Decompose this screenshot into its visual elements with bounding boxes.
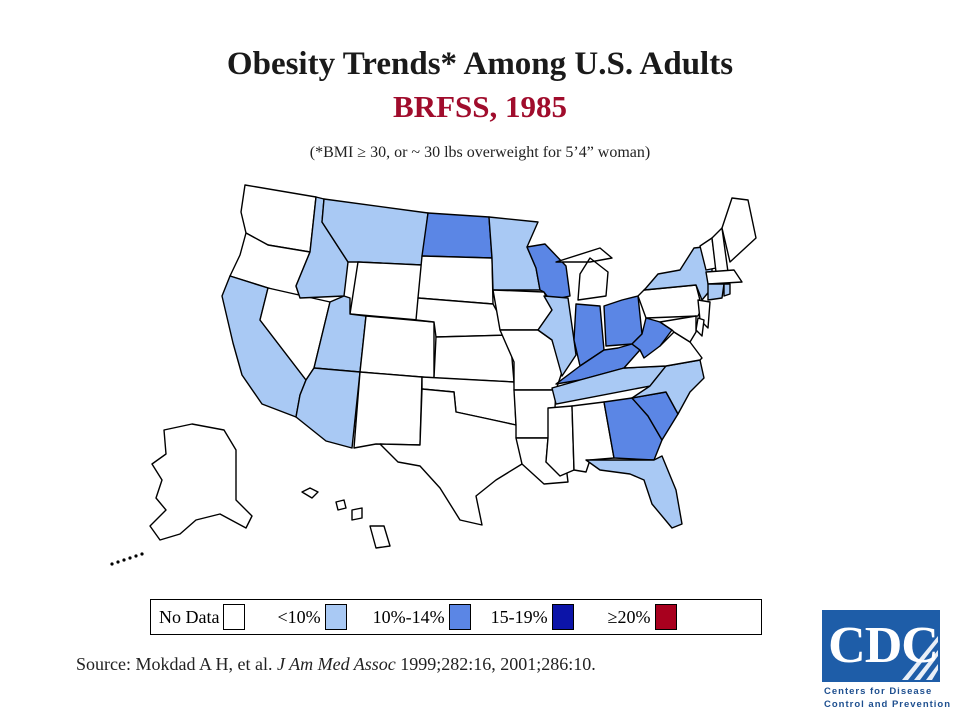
legend-label: 15-19% [490, 606, 548, 627]
bmi-footnote: (*BMI ≥ 30, or ~ 30 lbs overweight for 5… [309, 144, 651, 161]
aleutian-island [110, 562, 114, 566]
state-me [721, 197, 757, 263]
state-ma [705, 269, 743, 285]
state-ms [545, 405, 575, 477]
state-md [659, 315, 697, 343]
state-fl [585, 455, 683, 529]
state-co [359, 315, 435, 379]
legend-swatch [223, 604, 246, 630]
legend-item-lt10: <10% [277, 604, 347, 630]
page-subtitle: BRFSS, 1985 [393, 89, 567, 124]
source-prefix: Source: Mokdad A H, et al. [76, 654, 273, 674]
state-de [695, 317, 705, 337]
legend-label: <10% [277, 606, 321, 627]
aleutian-island [140, 552, 144, 556]
legend: No Data <10% 10%-14% 15-19% ≥20% [150, 599, 762, 635]
state-hi [301, 487, 391, 549]
cdc-logo-box: CDC [822, 610, 940, 682]
state-ks [433, 334, 515, 383]
cdc-logo-letters: CDC [828, 617, 939, 674]
state-mi [555, 247, 613, 301]
legend-item-10-14: 10%-14% [373, 604, 471, 630]
state-nd [421, 212, 493, 259]
legend-label: 10%-14% [372, 606, 445, 627]
state-nm [353, 371, 423, 449]
aleutian-island [134, 554, 138, 558]
state-az [295, 367, 361, 449]
legend-label: No Data [159, 606, 220, 627]
cdc-logo-line1: Centers for Disease [824, 686, 933, 697]
legend-label: ≥20% [607, 606, 651, 627]
state-ct [707, 283, 725, 301]
cdc-logo: CDC Centers for Disease Control and Prev… [822, 610, 952, 710]
states-layer [110, 184, 757, 566]
cdc-logo-line2: Control and Prevention [824, 699, 952, 710]
state-sd [417, 255, 494, 305]
aleutian-island [122, 558, 126, 562]
legend-item-no-data: No Data [159, 604, 246, 630]
state-ri [723, 283, 731, 297]
state-oh [603, 295, 643, 347]
source-suffix: 1999;282:16, 2001;286:10. [400, 654, 596, 674]
state-tx [379, 388, 523, 526]
state-va [623, 331, 703, 369]
source-journal: J Am Med Assoc [276, 654, 396, 674]
legend-item-ge20: ≥20% [608, 604, 677, 630]
legend-item-15-19: 15-19% [491, 604, 574, 630]
state-ak [149, 423, 253, 541]
state-wy [349, 261, 423, 321]
aleutian-island [116, 560, 120, 564]
legend-swatch [324, 604, 347, 630]
cdc-stripes-icon [902, 636, 938, 680]
legend-swatch [654, 604, 677, 630]
aleutian-island [128, 556, 132, 560]
page-title: Obesity Trends* Among U.S. Adults [226, 46, 734, 82]
legend-swatch [448, 604, 471, 630]
source-citation: Source: Mokdad A H, et al. J Am Med Asso… [76, 652, 596, 676]
legend-swatch [551, 604, 574, 630]
state-il [537, 295, 577, 377]
